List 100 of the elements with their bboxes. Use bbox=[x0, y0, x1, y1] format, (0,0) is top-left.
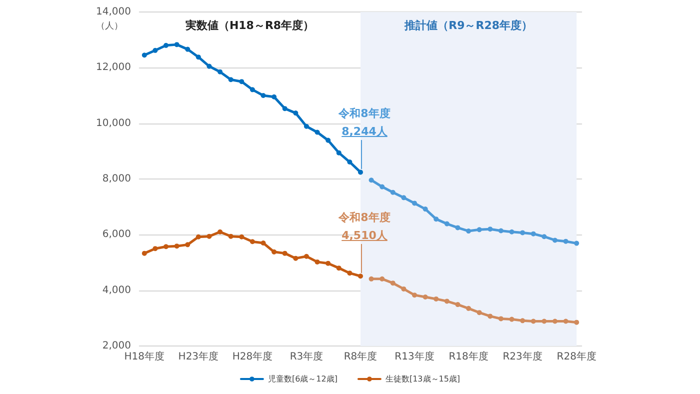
point bbox=[390, 280, 396, 286]
point bbox=[368, 178, 374, 183]
band-label: 推計値（R9～R28年度） bbox=[404, 19, 532, 32]
point bbox=[228, 234, 234, 239]
point bbox=[455, 225, 460, 230]
point bbox=[466, 228, 472, 234]
point bbox=[412, 292, 418, 298]
y-tick-label: 2,000 bbox=[102, 340, 131, 352]
annotation: 令和8年度 4,510人 bbox=[338, 210, 390, 244]
x-tick-label: H18年度 bbox=[124, 350, 165, 362]
point bbox=[185, 46, 190, 52]
point bbox=[260, 93, 266, 98]
x-tick-label: R18年度 bbox=[448, 350, 488, 362]
point bbox=[401, 286, 406, 292]
y-tick-label: 10,000 bbox=[96, 118, 131, 129]
point bbox=[358, 274, 363, 279]
x-tick-label: R28年度 bbox=[556, 350, 596, 362]
point bbox=[314, 130, 320, 135]
point bbox=[218, 69, 223, 74]
point bbox=[196, 54, 201, 60]
point bbox=[434, 296, 439, 302]
point bbox=[347, 270, 352, 276]
point bbox=[520, 230, 526, 236]
x-tick-label: R13年度 bbox=[394, 350, 434, 362]
x-tick-label: H23年度 bbox=[178, 350, 219, 362]
point bbox=[164, 42, 169, 48]
point bbox=[542, 234, 547, 240]
point bbox=[412, 200, 418, 206]
point bbox=[530, 318, 536, 324]
point bbox=[206, 64, 212, 69]
point bbox=[542, 318, 547, 324]
point bbox=[174, 244, 180, 249]
point bbox=[142, 52, 147, 58]
point bbox=[314, 259, 320, 264]
point bbox=[563, 318, 568, 324]
point bbox=[347, 160, 352, 165]
point bbox=[358, 170, 363, 175]
point bbox=[509, 316, 514, 322]
point bbox=[272, 94, 277, 100]
point bbox=[152, 48, 158, 53]
point bbox=[574, 240, 580, 246]
x-tick-label: H28年度 bbox=[232, 350, 273, 362]
point bbox=[304, 124, 309, 129]
y-tick-label: 12,000 bbox=[96, 62, 131, 74]
point bbox=[434, 216, 439, 222]
point bbox=[228, 77, 234, 82]
point bbox=[563, 238, 568, 244]
point bbox=[574, 320, 580, 325]
point bbox=[444, 298, 450, 304]
point bbox=[174, 42, 180, 48]
point bbox=[530, 231, 536, 236]
point bbox=[380, 276, 385, 282]
point bbox=[326, 260, 331, 266]
x-tick-label: R8年度 bbox=[344, 350, 378, 362]
point bbox=[380, 184, 385, 190]
annotation: 令和8年度 8,244人 bbox=[338, 106, 390, 140]
point bbox=[509, 229, 514, 234]
legend-label: 児童数[6歳～12歳] bbox=[268, 374, 338, 384]
point bbox=[336, 266, 342, 271]
point bbox=[293, 256, 298, 261]
point bbox=[444, 221, 450, 226]
point bbox=[476, 227, 482, 232]
point bbox=[239, 79, 244, 84]
point bbox=[250, 87, 255, 92]
point bbox=[293, 110, 298, 116]
point bbox=[326, 138, 331, 143]
point bbox=[455, 302, 460, 308]
point bbox=[239, 234, 244, 240]
point bbox=[250, 239, 255, 244]
legend-label: 生徒数[13歳～15歳] bbox=[385, 374, 460, 384]
point bbox=[488, 226, 493, 232]
y-tick-label: 4,000 bbox=[102, 284, 131, 296]
point bbox=[164, 244, 169, 250]
point bbox=[196, 234, 201, 240]
point bbox=[304, 254, 309, 259]
point bbox=[422, 206, 428, 212]
point bbox=[488, 314, 493, 319]
point bbox=[390, 190, 396, 195]
point bbox=[422, 294, 428, 300]
point bbox=[368, 276, 374, 282]
point bbox=[282, 250, 288, 256]
point bbox=[552, 318, 558, 324]
point bbox=[206, 234, 212, 239]
point bbox=[476, 310, 482, 316]
point bbox=[401, 195, 406, 200]
y-tick-label: 14,000 bbox=[96, 6, 131, 18]
annotation: 実数値（H18～R8年度） bbox=[184, 19, 314, 32]
point bbox=[260, 240, 266, 246]
point bbox=[272, 249, 277, 254]
y-axis-title: （人） bbox=[96, 20, 123, 32]
point bbox=[498, 228, 504, 234]
point bbox=[498, 316, 504, 322]
x-tick-label: R23年度 bbox=[502, 350, 542, 362]
point bbox=[218, 229, 223, 234]
x-tick-label: R3年度 bbox=[290, 350, 324, 362]
point bbox=[152, 246, 158, 252]
point bbox=[552, 238, 558, 243]
point bbox=[282, 106, 288, 112]
y-tick-label: 8,000 bbox=[102, 174, 131, 184]
point bbox=[336, 150, 342, 156]
